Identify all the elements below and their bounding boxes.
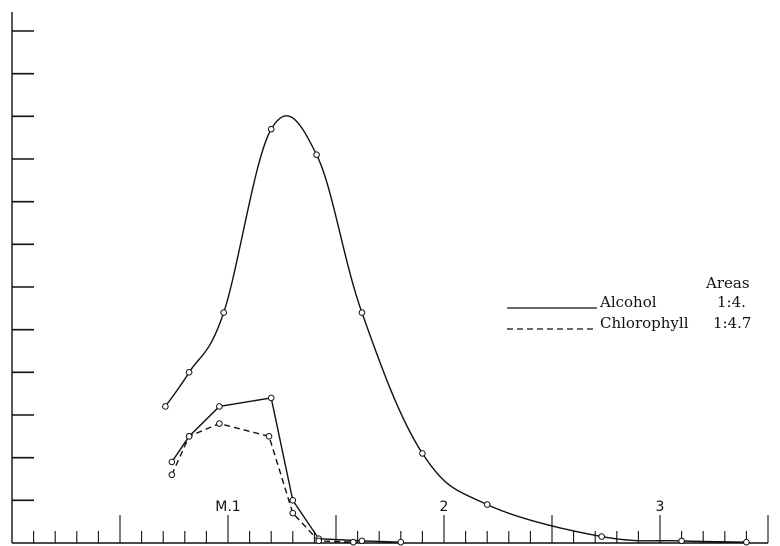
- data-point-alcohol: [289, 497, 297, 504]
- legend-chlorophyll-ratio: 1:4.7: [713, 314, 751, 332]
- data-point-alcohol: [168, 458, 176, 466]
- legend-alcohol-ratio: 1:4.: [717, 293, 746, 311]
- data-point-alcohol: [267, 125, 275, 133]
- data-point-chlorophyll: [315, 537, 323, 545]
- data-point-alcohol: [678, 537, 685, 545]
- axes: M.1 2 3: [11, 12, 769, 544]
- data-point-alcohol: [483, 501, 491, 508]
- legend-alcohol-label: Alcohol: [599, 293, 657, 311]
- x-tick-label: 2: [440, 499, 449, 515]
- legend-chlorophyll-label: Chlorophyll: [600, 314, 689, 332]
- legend: Areas Alcohol 1:4. Chlorophyll 1:4.7: [507, 274, 751, 332]
- data-point-alcohol: [267, 394, 275, 402]
- data-point-alcohol: [313, 151, 320, 159]
- x-tick-label: 3: [656, 499, 665, 515]
- data-point-alcohol: [216, 403, 223, 410]
- series-line-alcohol: [171, 397, 401, 543]
- data-point-alcohol: [743, 538, 750, 546]
- points-layer: [162, 125, 750, 546]
- data-point-alcohol: [397, 538, 405, 546]
- data-point-alcohol: [419, 450, 426, 457]
- data-point-alcohol: [185, 369, 193, 376]
- data-point-alcohol: [358, 309, 366, 316]
- data-point-chlorophyll: [289, 509, 297, 517]
- data-point-alcohol: [162, 403, 169, 410]
- legend-header: Areas: [705, 274, 750, 292]
- data-point-chlorophyll: [265, 433, 273, 440]
- data-point-alcohol: [220, 309, 227, 316]
- x-tick-label: M.1: [215, 499, 240, 515]
- data-point-alcohol: [358, 537, 366, 545]
- data-point-chlorophyll: [168, 471, 176, 479]
- data-point-alcohol: [598, 533, 605, 540]
- data-point-chlorophyll: [185, 433, 193, 440]
- data-point-chlorophyll: [216, 420, 223, 427]
- data-point-chlorophyll: [349, 538, 357, 546]
- series-line-chlorophyll: [171, 422, 354, 543]
